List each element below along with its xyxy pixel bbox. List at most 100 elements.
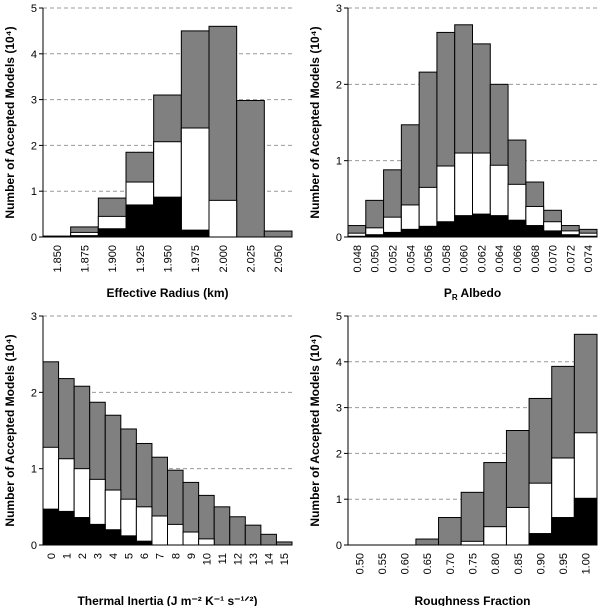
y-tick-label: 0: [336, 540, 342, 552]
bar: [213, 506, 231, 546]
x-tick-label: 0.60: [400, 553, 412, 574]
x-tick-label: 0.80: [490, 553, 502, 574]
x-tick-label: 0.90: [535, 553, 547, 574]
x-tick-label: 2: [77, 553, 89, 559]
x-tick-label: 0.050: [370, 245, 382, 273]
x-tick-label: 2.025: [246, 245, 258, 273]
y-tick-label: 2: [336, 79, 342, 91]
y-tick-label: 2: [31, 387, 37, 399]
x-axis-label: Effective Radius (km): [106, 286, 228, 300]
y-tick-label: 5: [31, 3, 37, 15]
x-tick-label: 0.064: [494, 245, 506, 273]
y-tick-label: 3: [336, 403, 342, 415]
x-axis-label: Thermal Inertia (J m⁻² K⁻¹ s⁻¹ᐟ²): [77, 594, 257, 606]
x-axis-label-part: R: [452, 293, 458, 302]
bar: [135, 540, 153, 546]
bar: [418, 225, 438, 238]
x-tick-label: 1.00: [581, 553, 593, 574]
x-tick-label: 4: [108, 553, 120, 559]
bar: [383, 231, 402, 238]
x-tick-label: 11: [217, 553, 229, 564]
x-tick-label: 5: [124, 553, 136, 559]
bar: [507, 219, 527, 238]
y-tick-label: 5: [336, 311, 342, 323]
bar: [236, 100, 265, 238]
x-tick-label: 0.074: [583, 245, 595, 273]
x-tick-label: 8: [170, 553, 182, 559]
x-axis-label: Roughness Fraction: [414, 594, 530, 606]
x-tick-label: 7: [155, 553, 167, 559]
x-tick-label: 0.70: [445, 553, 457, 574]
x-tick-label: 0.052: [387, 245, 399, 273]
bar: [489, 215, 509, 238]
y-tick-label: 1: [31, 186, 37, 198]
y-tick-label: 1: [336, 494, 342, 506]
bar: [415, 538, 440, 546]
x-tick-label: 0.072: [565, 245, 577, 273]
bar: [505, 506, 530, 546]
x-tick-label: 10: [201, 553, 213, 565]
bar: [400, 228, 420, 238]
x-tick-label: 0.066: [512, 245, 524, 273]
bar: [135, 506, 153, 546]
x-tick-label: 3: [92, 553, 104, 559]
y-tick-label: 4: [336, 357, 342, 369]
bar: [120, 535, 137, 546]
bar: [125, 204, 155, 238]
bar: [153, 196, 182, 238]
x-tick-label: 1.875: [80, 245, 92, 273]
y-tick-label: 3: [31, 311, 37, 323]
bar: [543, 230, 562, 238]
bar: [180, 127, 210, 238]
x-tick-label: 14: [264, 553, 276, 565]
bar: [182, 531, 200, 546]
y-axis-label: Number of Accepted Models (10⁴): [308, 334, 322, 526]
x-tick-label: 0.068: [530, 245, 542, 273]
x-tick-label: 0: [46, 553, 58, 559]
y-axis-label: Number of Accepted Models (10⁴): [3, 334, 17, 526]
x-tick-label: 2.000: [218, 245, 230, 273]
bar: [58, 510, 75, 546]
bar: [244, 524, 262, 546]
y-tick-label: 3: [336, 3, 342, 15]
x-tick-label: 1.975: [190, 245, 202, 273]
x-tick-label: 1.850: [52, 245, 64, 273]
x-tick-label: 1.925: [135, 245, 147, 273]
x-tick-label: 2.050: [273, 245, 285, 273]
x-tick-label: 9: [186, 553, 198, 559]
y-tick-label: 0: [31, 232, 37, 244]
y-tick-label: 3: [31, 95, 37, 107]
x-tick-label: 0.50: [354, 553, 366, 574]
x-tick-label: 13: [248, 553, 260, 565]
y-axis-label: Number of Accepted Models (10⁴): [308, 26, 322, 218]
bar: [260, 533, 277, 546]
bar: [167, 523, 184, 546]
bar: [551, 517, 575, 546]
x-tick-label: 6: [139, 553, 151, 559]
x-tick-label: 0.65: [422, 553, 434, 574]
x-tick-label: 0.060: [459, 245, 471, 273]
bar: [263, 230, 293, 238]
bar: [460, 491, 485, 546]
x-axis-label-part: P: [444, 286, 452, 300]
bar: [198, 538, 215, 546]
bar: [229, 516, 246, 546]
bar: [151, 515, 168, 546]
x-tick-label: 1.950: [163, 245, 175, 273]
bar: [483, 526, 507, 546]
bar: [460, 540, 485, 546]
x-tick-label: 1: [61, 553, 73, 559]
x-tick-label: 0.056: [423, 245, 435, 273]
bar: [436, 221, 456, 238]
x-tick-label: 0.062: [476, 245, 488, 273]
x-tick-label: 12: [233, 553, 245, 565]
x-tick-label: 0.058: [441, 245, 453, 273]
bar: [89, 523, 106, 546]
bar: [472, 213, 491, 238]
bar: [42, 508, 60, 546]
y-tick-label: 4: [31, 49, 37, 61]
bar: [208, 199, 238, 238]
y-tick-label: 2: [31, 140, 37, 152]
